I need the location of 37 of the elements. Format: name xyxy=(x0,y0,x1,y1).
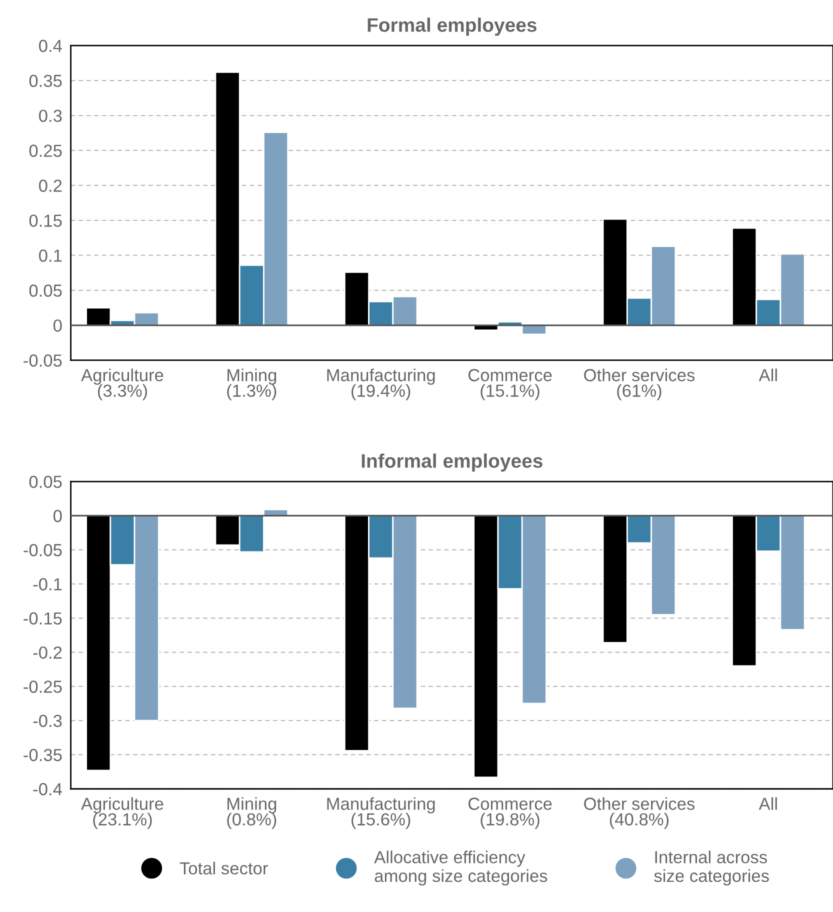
y-tick-label: -0.35 xyxy=(24,748,62,762)
x-tick-label: Other services (40.8%) xyxy=(584,797,695,829)
legend-label: Allocative efficiency among size categories xyxy=(374,850,548,886)
x-tick-label: Manufacturing (15.6%) xyxy=(327,797,435,829)
y-tick-label: 0.15 xyxy=(29,214,62,227)
x-tick-label: Mining (1.3%) xyxy=(227,368,276,400)
legend-label: Total sector xyxy=(180,862,268,875)
y-tick-label: 0.3 xyxy=(39,110,62,122)
x-tick-label: Agriculture (3.3%) xyxy=(81,368,164,400)
x-tick-label: All xyxy=(758,797,777,810)
legend-label: Internal across size categories xyxy=(654,850,769,886)
y-tick-label: -0.2 xyxy=(33,646,62,659)
y-tick-label: 0.05 xyxy=(29,476,62,488)
y-tick-label: 0.2 xyxy=(39,180,62,192)
y-tick-label: -0.25 xyxy=(24,680,62,693)
chart-title: Formal employees xyxy=(368,18,536,36)
x-tick-label: Other services (61%) xyxy=(584,368,695,400)
y-tick-label: -0.05 xyxy=(24,354,62,367)
y-tick-label: 0.4 xyxy=(39,40,62,52)
y-tick-label: 0 xyxy=(53,510,62,522)
y-tick-label: 0.25 xyxy=(29,144,62,157)
x-tick-label: All xyxy=(758,368,777,382)
y-tick-label: -0.1 xyxy=(33,578,62,590)
y-tick-label: -0.05 xyxy=(24,544,62,556)
x-tick-label: Commerce (15.1%) xyxy=(468,369,552,400)
y-tick-label: 0.35 xyxy=(29,74,62,88)
y-tick-label: 0 xyxy=(53,319,62,332)
x-tick-label: Commerce (19.8%) xyxy=(468,798,552,829)
y-tick-label: 0.1 xyxy=(39,250,62,262)
x-tick-label: Mining (0.8%) xyxy=(227,797,276,829)
y-tick-label: -0.3 xyxy=(33,714,62,728)
chart-title: Informal employees xyxy=(362,454,542,472)
x-tick-label: Agriculture (23.1%) xyxy=(81,797,164,829)
x-tick-label: Manufacturing (19.4%) xyxy=(327,368,435,400)
y-tick-label: -0.15 xyxy=(24,612,62,625)
y-tick-label: 0.05 xyxy=(29,284,62,297)
y-tick-label: -0.4 xyxy=(33,783,62,796)
